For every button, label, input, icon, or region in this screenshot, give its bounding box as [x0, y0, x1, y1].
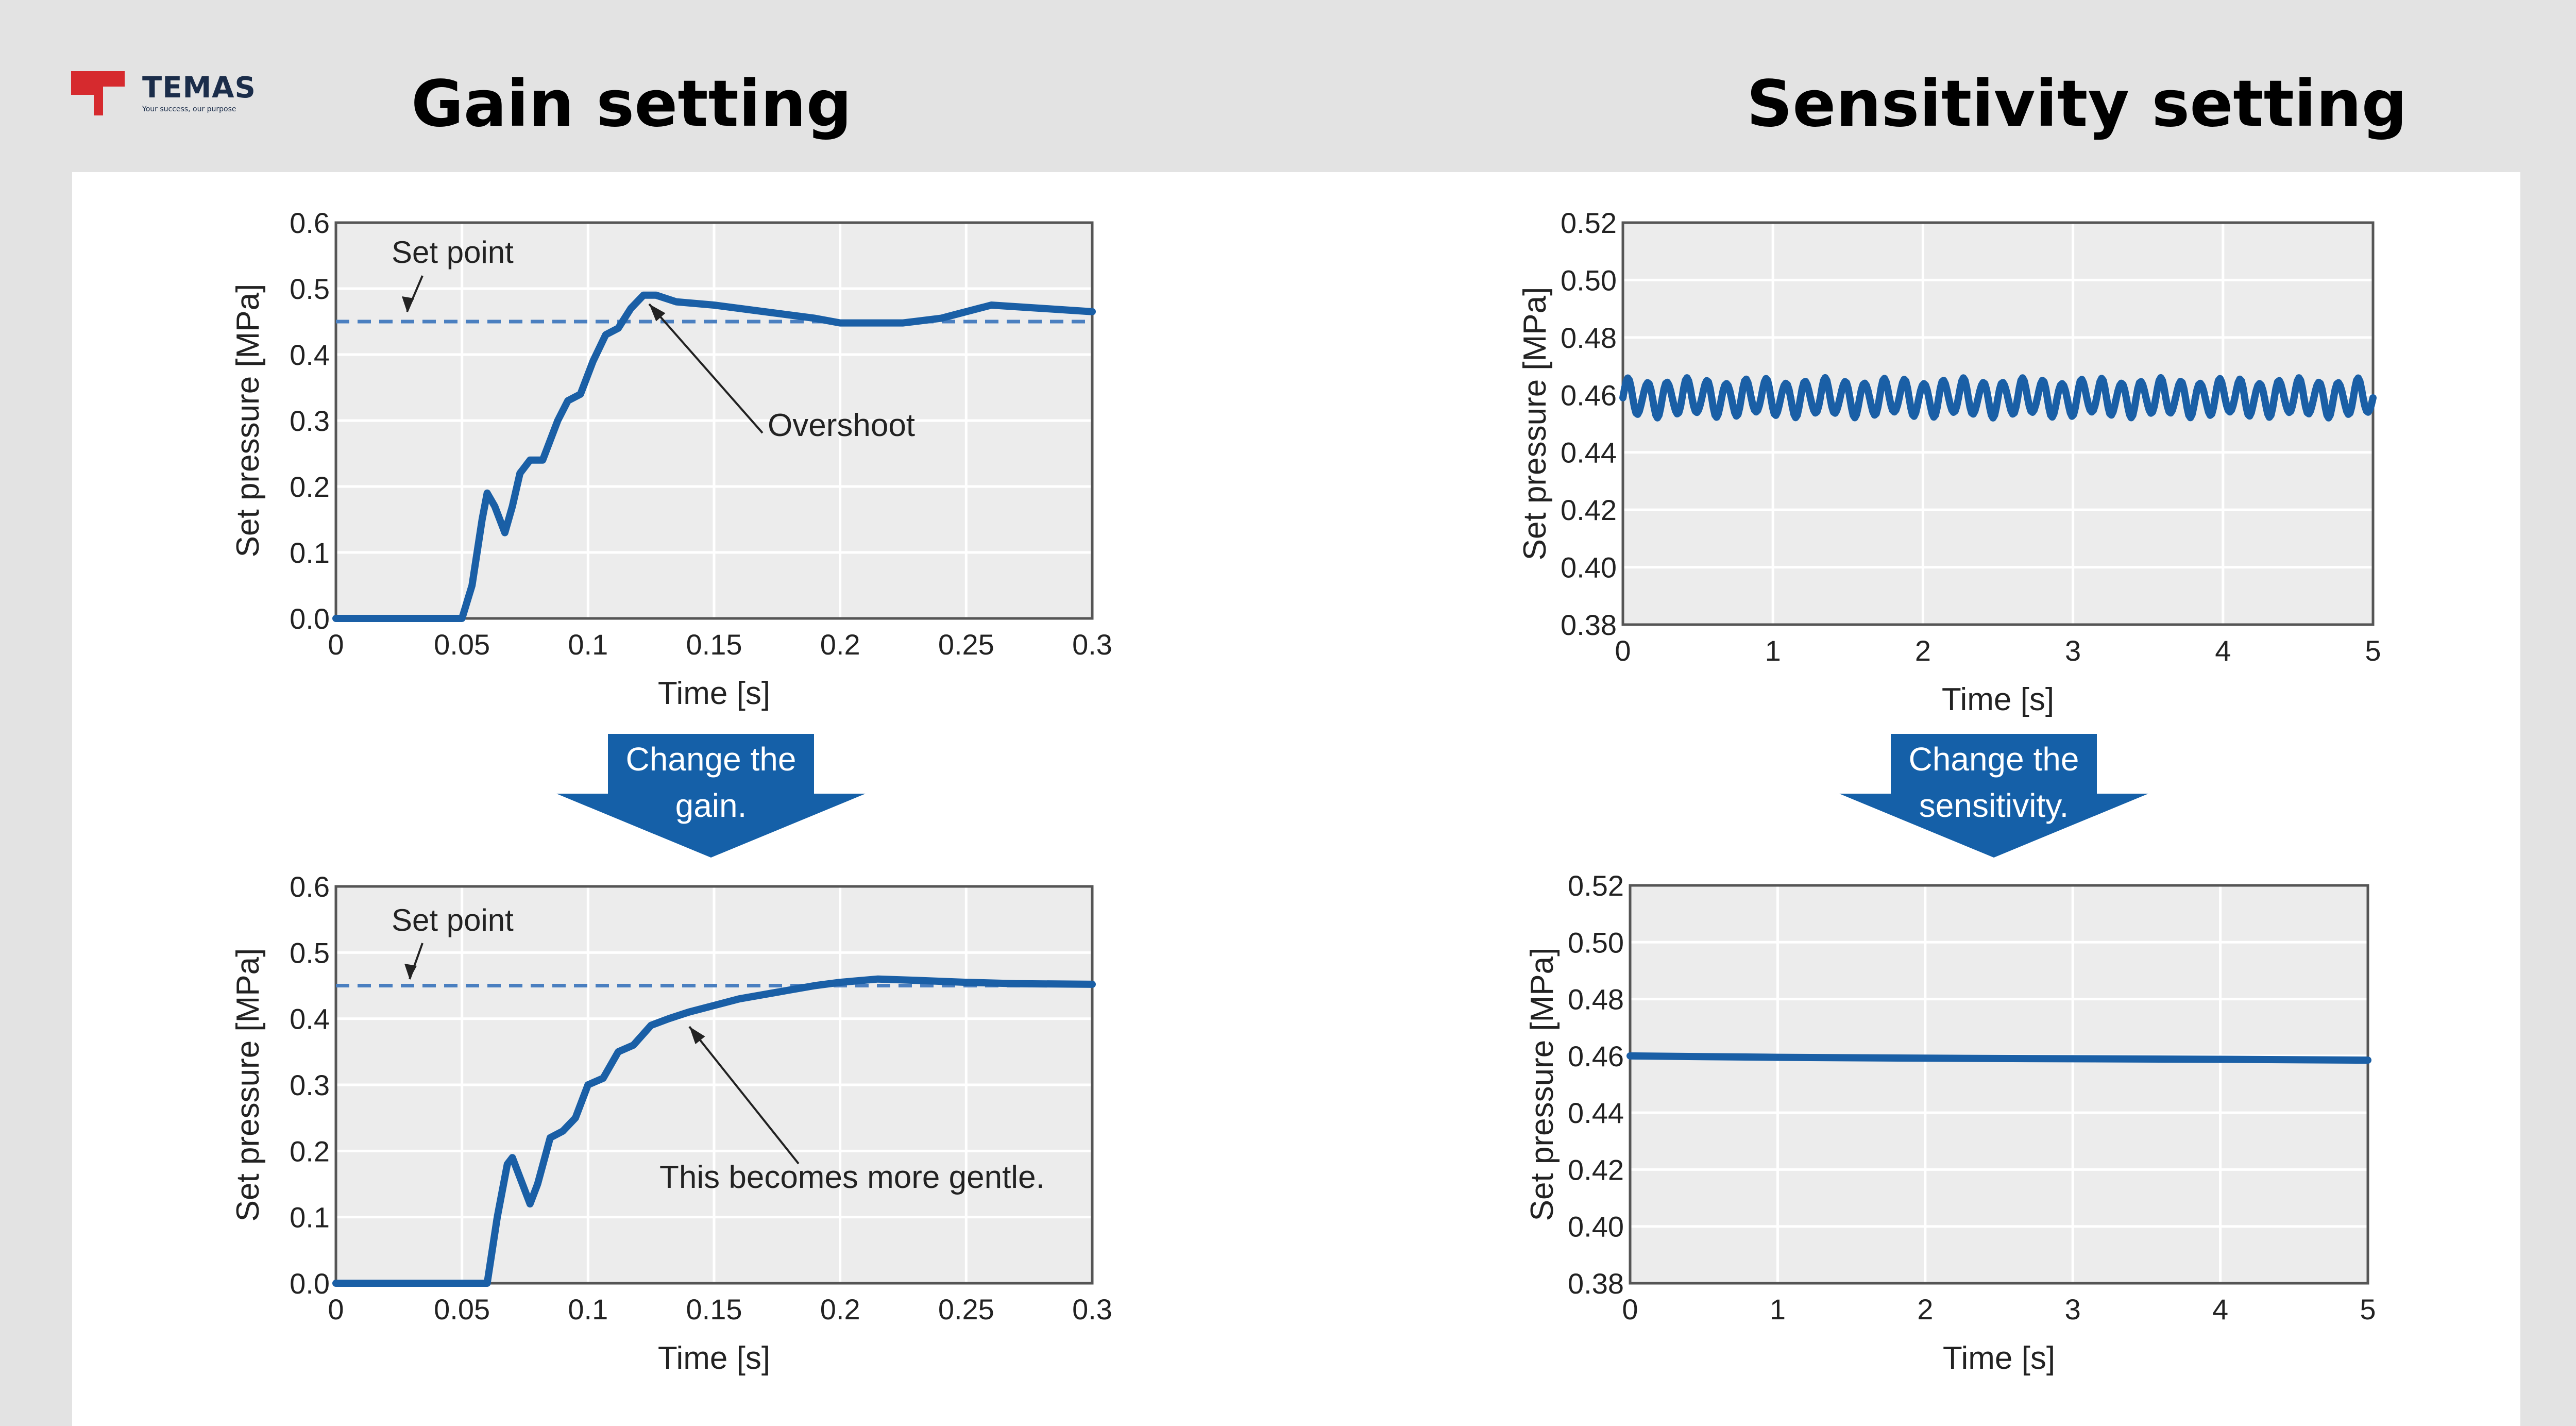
- change-sensitivity-arrow: Change the sensitivity.: [1839, 734, 2148, 858]
- temas-logo: TEMAS Your success, our purpose: [71, 71, 287, 118]
- arrow-sensitivity-line-2: sensitivity.: [1919, 787, 2069, 824]
- charts-panel: [72, 172, 2520, 1426]
- temas-logo-mark: [71, 71, 125, 115]
- down-arrow-icon: [1839, 734, 2148, 858]
- brand-tagline: Your success, our purpose: [142, 105, 236, 113]
- change-gain-arrow: Change the gain.: [556, 734, 866, 858]
- down-arrow-icon: [556, 734, 866, 858]
- brand-name: TEMAS: [142, 71, 256, 105]
- arrow-sensitivity-line-1: Change the: [1908, 741, 2079, 778]
- sensitivity-setting-heading: Sensitivity setting: [1747, 67, 2408, 141]
- arrow-gain-line-2: gain.: [675, 787, 747, 824]
- gain-setting-heading: Gain setting: [411, 67, 852, 141]
- arrow-gain-line-1: Change the: [625, 741, 796, 778]
